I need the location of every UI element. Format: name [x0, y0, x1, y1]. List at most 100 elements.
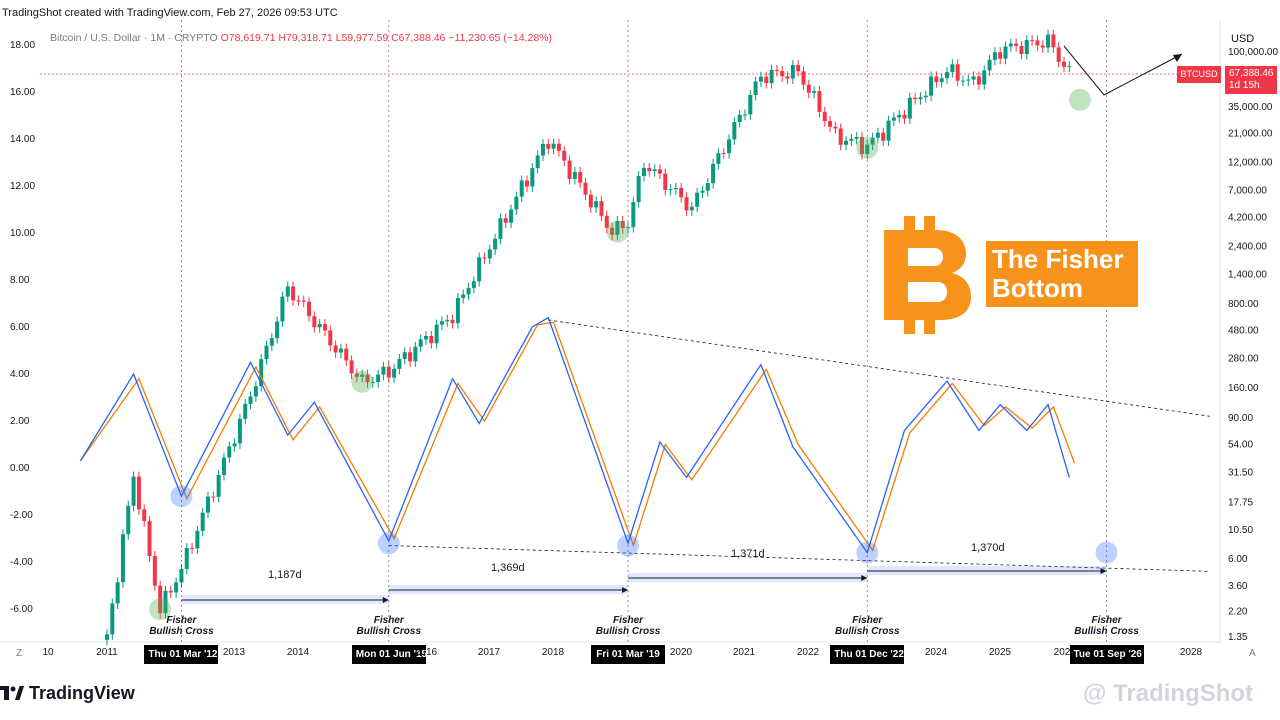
x-tick-label: 2014 — [286, 647, 310, 658]
candle-body — [907, 97, 912, 119]
candle-body — [136, 476, 141, 510]
cross-label-line2: Bullish Cross — [595, 626, 661, 637]
symbol-price-tag: BTCUSD — [1177, 66, 1221, 83]
candle-body — [551, 143, 556, 149]
candle-body — [269, 338, 274, 346]
interval-arrows — [181, 566, 1107, 604]
left-axis-ticks: 18.00 16.00 14.00 12.00 10.00 8.00 6.00 4.00 2.0… — [10, 40, 35, 615]
candle-body — [796, 64, 801, 72]
candle-body — [753, 81, 758, 96]
candle-body — [982, 70, 987, 85]
chart-canvas[interactable]: 18.00 16.00 14.00 12.00 10.00 8.00 6.00 4.00 2.0… — [0, 0, 1280, 668]
right-tick-label: 480.00 — [1228, 326, 1259, 337]
candle-body — [945, 72, 950, 79]
candle-body — [1067, 65, 1072, 67]
left-tick-label: 8.00 — [10, 275, 30, 286]
bitcoin-logo-icon — [884, 216, 971, 334]
left-tick-label: 18.00 — [10, 40, 35, 51]
candle-body — [976, 76, 981, 85]
candle-body — [115, 582, 120, 604]
tradingview-logo-icon — [0, 683, 29, 703]
candle-body — [748, 95, 753, 115]
candle-body — [408, 352, 413, 362]
left-tick-label: 10.00 — [10, 228, 35, 239]
cross-label: Fisher Bullish Cross — [344, 615, 434, 637]
x-tick-label: 2016 — [414, 647, 438, 658]
candle-body — [307, 301, 312, 317]
cross-label-line1: Fisher — [613, 615, 644, 626]
candle-body — [328, 330, 333, 346]
candle-body — [439, 321, 444, 325]
axis-corner-left[interactable]: Z — [16, 648, 23, 659]
candle-body — [1024, 40, 1029, 55]
candle-body — [732, 122, 737, 140]
candle-body — [562, 150, 567, 161]
candle-body — [264, 345, 269, 360]
candle-body — [285, 286, 290, 297]
projection-arrowhead — [1173, 54, 1182, 62]
candle-body — [248, 396, 253, 404]
cross-label: Fisher Bullish Cross — [1062, 615, 1152, 637]
low-value: L59,977.59 — [335, 32, 389, 44]
candle-body — [131, 476, 136, 506]
candle-body — [392, 368, 397, 378]
candle-body — [519, 180, 524, 197]
candle-body — [700, 190, 705, 193]
candle-body — [578, 171, 583, 183]
candle-body — [413, 346, 418, 362]
candle-body — [418, 339, 423, 347]
trend-lines — [388, 45, 1211, 572]
candle-body — [987, 59, 992, 71]
cross-label: Fisher Bullish Cross — [822, 615, 912, 637]
right-axis-ticks: 100,000.00 35,000.00 21,000.00 12,000.00 7,0… — [1228, 47, 1278, 643]
candle-body — [950, 64, 955, 73]
candle-body — [291, 286, 296, 301]
candle-body — [556, 143, 561, 151]
currency-label: USD — [1231, 33, 1255, 45]
axis-corner-right[interactable]: A — [1249, 648, 1256, 659]
last-price-value: 67,388.46 — [1229, 68, 1274, 79]
candle-body — [120, 534, 125, 583]
candle-body — [636, 175, 641, 203]
candle-body — [243, 403, 248, 419]
candle-body — [695, 192, 700, 207]
right-tick-label: 35,000.00 — [1228, 102, 1273, 113]
cross-date-badge: Thu 01 Mar '12 — [144, 645, 219, 664]
candle-body — [812, 91, 817, 93]
candle-body — [110, 603, 115, 635]
candle-body — [998, 52, 1003, 59]
candle-body — [626, 227, 631, 229]
candle-body — [960, 80, 965, 82]
right-tick-label: 1.35 — [1228, 632, 1248, 643]
candle-body — [466, 287, 471, 295]
candle-body — [190, 547, 195, 549]
symbol-name: Bitcoin / U.S. Dollar · 1M · CRYPTO — [50, 32, 218, 44]
x-tick-label: 2013 — [222, 647, 246, 658]
interval-arrowhead — [622, 587, 629, 593]
candle-body — [232, 443, 237, 447]
candle-body — [934, 76, 939, 83]
candle-body — [955, 64, 960, 81]
candle-body — [833, 126, 838, 129]
right-tick-label: 3.60 — [1228, 581, 1248, 592]
candle-body — [344, 348, 349, 361]
fisher-indicator — [79, 316, 1076, 555]
x-tick-label: 202 — [1053, 647, 1071, 658]
candle-body — [142, 509, 147, 522]
x-tick-label: 2018 — [541, 647, 565, 658]
price-bottom-circle — [1068, 88, 1091, 111]
right-tick-label: 7,000.00 — [1228, 186, 1267, 197]
candle-body — [259, 359, 264, 387]
candle-body — [918, 97, 923, 100]
candle-body — [498, 218, 503, 239]
candle-body — [152, 556, 157, 586]
right-tick-label: 2,400.00 — [1228, 242, 1267, 253]
candle-body — [525, 180, 530, 187]
candle-body — [822, 111, 827, 122]
candle-body — [689, 206, 694, 211]
candle-body — [875, 132, 880, 138]
candle-body — [923, 95, 928, 98]
candle-body — [386, 366, 391, 378]
candle-body — [477, 257, 482, 282]
cross-vertical-lines — [181, 20, 1107, 642]
